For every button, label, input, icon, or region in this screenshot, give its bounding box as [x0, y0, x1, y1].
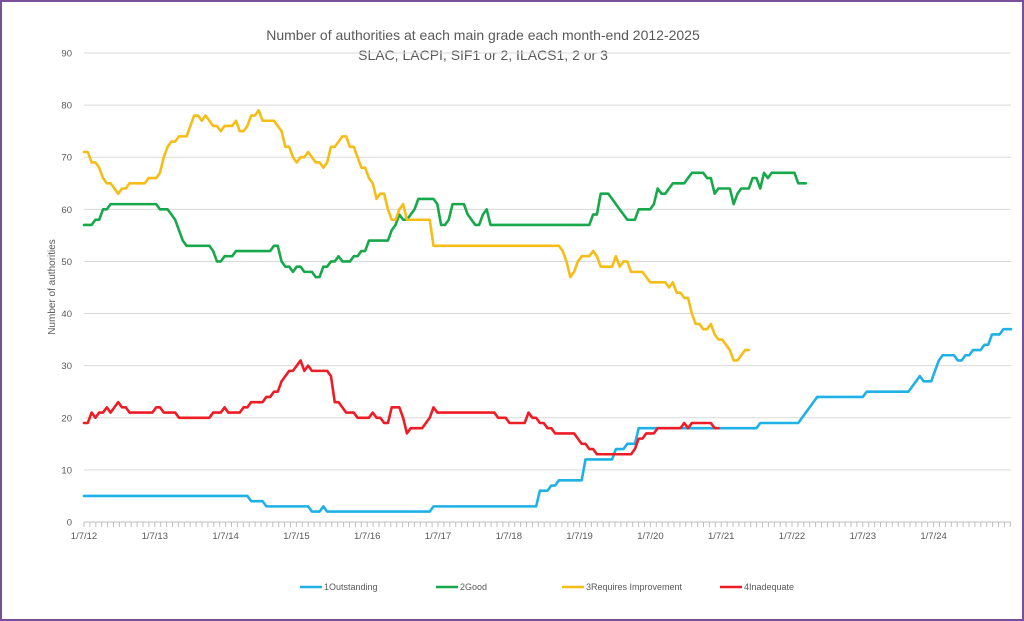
chart-subtitle: SLAC, LACPI, SIF1 or 2, ILACS1, 2 or 3: [358, 47, 608, 63]
legend-label: 1Outstanding: [324, 582, 378, 592]
legend-label: 4Inadequate: [744, 582, 794, 592]
y-tick-label: 40: [61, 309, 72, 320]
y-tick-label: 50: [61, 257, 72, 268]
x-tick-label: 1/7/22: [779, 531, 805, 542]
series-line: [82, 327, 1013, 513]
x-tick-label: 1/7/17: [425, 531, 451, 542]
y-tick-label: 10: [61, 465, 72, 476]
y-tick-label: 0: [67, 518, 72, 529]
x-tick-label: 1/7/12: [71, 531, 97, 542]
y-tick-label: 70: [61, 153, 72, 164]
x-tick-label: 1/7/23: [850, 531, 876, 542]
x-tick-label: 1/7/16: [354, 531, 380, 542]
y-axis-label: Number of authorities: [47, 239, 58, 335]
y-tick-label: 80: [61, 101, 72, 112]
chart-title: Number of authorities at each main grade…: [266, 27, 700, 43]
series-line: [82, 109, 751, 362]
x-tick-label: 1/7/21: [708, 531, 734, 542]
legend: 1Outstanding 2Good 3Requires Improvement 4I…: [300, 582, 794, 592]
x-tick-label: 1/7/24: [920, 531, 946, 542]
x-tick-label: 1/7/18: [496, 531, 522, 542]
y-tick-label: 90: [61, 49, 72, 60]
x-tick-label: 1/7/19: [566, 531, 592, 542]
y-tick-label: 20: [61, 413, 72, 424]
legend-label: 2Good: [460, 582, 487, 592]
legend-label: 3Requires Improvement: [586, 582, 683, 592]
gridlines: [84, 52, 1011, 471]
y-axis-ticks: 0 10 20 30 40 50 60 70 80 90: [61, 49, 72, 529]
series-line: [82, 171, 808, 279]
x-tick-label: 1/7/13: [142, 531, 168, 542]
x-tick-label: 1/7/14: [212, 531, 238, 542]
x-tick-label: 1/7/20: [637, 531, 663, 542]
series-lines: [82, 109, 1013, 513]
y-tick-label: 30: [61, 361, 72, 372]
y-tick-label: 60: [61, 205, 72, 216]
x-tick-label: 1/7/15: [283, 531, 309, 542]
series-line: [82, 359, 720, 456]
x-axis: 1/7/12 1/7/13 1/7/14 1/7/15 1/7/16 1/7/17 1/7/…: [71, 521, 1011, 542]
